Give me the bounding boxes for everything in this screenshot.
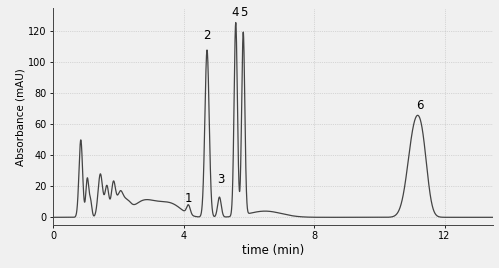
Text: 4: 4	[232, 6, 239, 19]
Text: 1: 1	[185, 192, 192, 205]
Text: 2: 2	[203, 29, 211, 42]
Y-axis label: Absorbance (mAU): Absorbance (mAU)	[15, 68, 25, 166]
Text: 3: 3	[218, 173, 225, 186]
Text: 6: 6	[416, 99, 424, 112]
X-axis label: time (min): time (min)	[242, 244, 304, 257]
Text: 5: 5	[240, 6, 248, 19]
